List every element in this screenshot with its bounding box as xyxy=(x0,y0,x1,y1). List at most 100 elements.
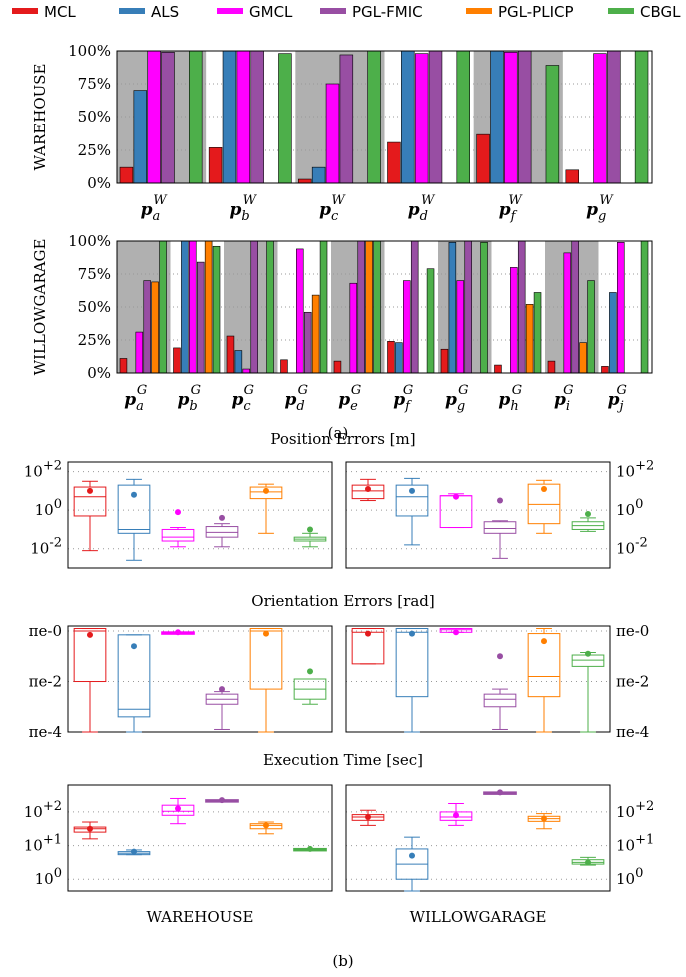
y-tick-label: 10-2 xyxy=(616,536,648,558)
box-pgl-fmic xyxy=(483,521,517,534)
bar-pgl-fmic xyxy=(517,50,532,184)
y-tick-label: 10+2 xyxy=(24,459,62,481)
bar-als xyxy=(133,90,148,184)
mean-cbgl xyxy=(585,511,591,518)
bar-mcl xyxy=(387,141,401,184)
caption-b: (b) xyxy=(332,952,353,970)
bar-mcl xyxy=(119,358,128,374)
bar-als xyxy=(490,50,504,184)
bar-cbgl xyxy=(456,50,470,184)
category-label: pgG xyxy=(445,383,469,414)
bar-pgl-fmic xyxy=(143,280,151,374)
bar-gmcl xyxy=(593,53,607,184)
box-mcl xyxy=(351,484,385,500)
group-label: WAREHOUSE xyxy=(147,908,254,926)
bar-mcl xyxy=(298,178,312,184)
mean-als xyxy=(131,491,137,498)
bar-pgl-fmic xyxy=(428,50,443,184)
legend-swatch-als xyxy=(119,8,145,14)
mean-gmcl xyxy=(453,629,459,636)
group-labels: WAREHOUSE WILLOWGARAGE xyxy=(147,908,547,926)
mean-als xyxy=(409,630,415,637)
legend-label-gmcl: GMCL xyxy=(249,3,293,21)
y-tick-label: πe-2 xyxy=(29,673,62,691)
mean-als xyxy=(131,643,137,650)
bar-cbgl xyxy=(480,242,488,374)
bar-gmcl xyxy=(403,280,411,374)
bar-cbgl xyxy=(266,240,274,374)
bar-mcl xyxy=(208,147,223,184)
y-tick-label: 100% xyxy=(68,42,111,60)
category-label: peG xyxy=(338,383,361,414)
bar-cbgl xyxy=(373,240,381,374)
bar-cbgl xyxy=(640,240,649,374)
legend-swatch-gmcl xyxy=(217,8,243,14)
bar-als xyxy=(609,292,617,374)
bar-gmcl xyxy=(135,331,144,374)
box-gmcl xyxy=(439,495,473,529)
bar-gmcl xyxy=(456,280,465,374)
y-tick-label: 10+1 xyxy=(24,833,62,855)
bar-als xyxy=(401,50,415,184)
bar-cbgl xyxy=(367,50,381,184)
bar-mcl xyxy=(565,169,579,184)
legend-label-pgl-plicp: PGL-PLICP xyxy=(498,3,574,21)
plot-frame xyxy=(116,240,653,374)
y-tick-label: 25% xyxy=(78,141,111,159)
y-tick-label: 10+2 xyxy=(24,799,62,821)
mean-mcl xyxy=(365,813,371,820)
mean-pgl-fmic xyxy=(219,514,225,521)
bar-mcl xyxy=(280,359,288,374)
mean-pgl-plicp xyxy=(263,630,269,637)
box-gmcl xyxy=(161,528,195,542)
y-tick-label: 10-2 xyxy=(30,536,62,558)
bar-cbgl xyxy=(426,268,435,374)
legend-swatch-pgl-plicp xyxy=(466,8,492,14)
box-als xyxy=(117,484,151,534)
bar-pgl-fmic xyxy=(250,240,258,374)
category-label: paG xyxy=(124,383,147,414)
box-als xyxy=(395,628,429,698)
bar-cbgl xyxy=(545,65,560,184)
bar-als xyxy=(448,242,457,374)
mean-pgl-plicp xyxy=(541,485,547,492)
mean-pgl-fmic xyxy=(219,686,225,693)
mean-mcl xyxy=(87,825,93,832)
box-pgl-plicp xyxy=(527,633,561,698)
box-mcl xyxy=(351,628,385,665)
bar-als xyxy=(181,240,189,374)
bar-pgl-fmic xyxy=(357,240,365,374)
legend-label-cbgl: CBGL xyxy=(640,3,681,21)
bar-gmcl xyxy=(147,50,161,184)
y-tick-label: πe-4 xyxy=(616,723,649,741)
mean-cbgl xyxy=(585,859,591,866)
y-tick-label: 50% xyxy=(78,298,111,316)
category-label: pfW xyxy=(499,193,524,224)
mean-gmcl xyxy=(175,805,181,812)
legend-swatch-mcl xyxy=(12,8,38,14)
category-label: pgW xyxy=(586,193,614,224)
category-label: pbG xyxy=(177,383,201,414)
category-label: piG xyxy=(554,383,573,414)
box-pgl-plicp xyxy=(249,486,283,500)
y-tick-label: 25% xyxy=(78,331,111,349)
y-tick-label: 0% xyxy=(87,174,111,192)
y-tick-label: 50% xyxy=(78,108,111,126)
bar-pgl-plicp xyxy=(204,240,213,374)
bar-pgl-plicp xyxy=(365,240,373,374)
mean-cbgl xyxy=(307,845,313,852)
panel-title: Position Errors [m] xyxy=(270,430,415,448)
bar-gmcl xyxy=(242,368,251,374)
category-label: pcG xyxy=(231,383,254,414)
mean-als xyxy=(409,852,415,859)
y-tick-label: 10+2 xyxy=(616,799,654,821)
bar-cbgl xyxy=(634,50,649,184)
y-axis-label: WILLOWGARAGE xyxy=(31,239,49,376)
bar-mcl xyxy=(173,347,181,374)
mean-pgl-plicp xyxy=(263,487,269,494)
bar-pgl-plicp xyxy=(311,294,320,374)
mean-pgl-plicp xyxy=(541,815,547,822)
bar-als xyxy=(222,50,237,184)
mean-cbgl xyxy=(307,526,313,533)
bar-pgl-fmic xyxy=(250,50,264,184)
